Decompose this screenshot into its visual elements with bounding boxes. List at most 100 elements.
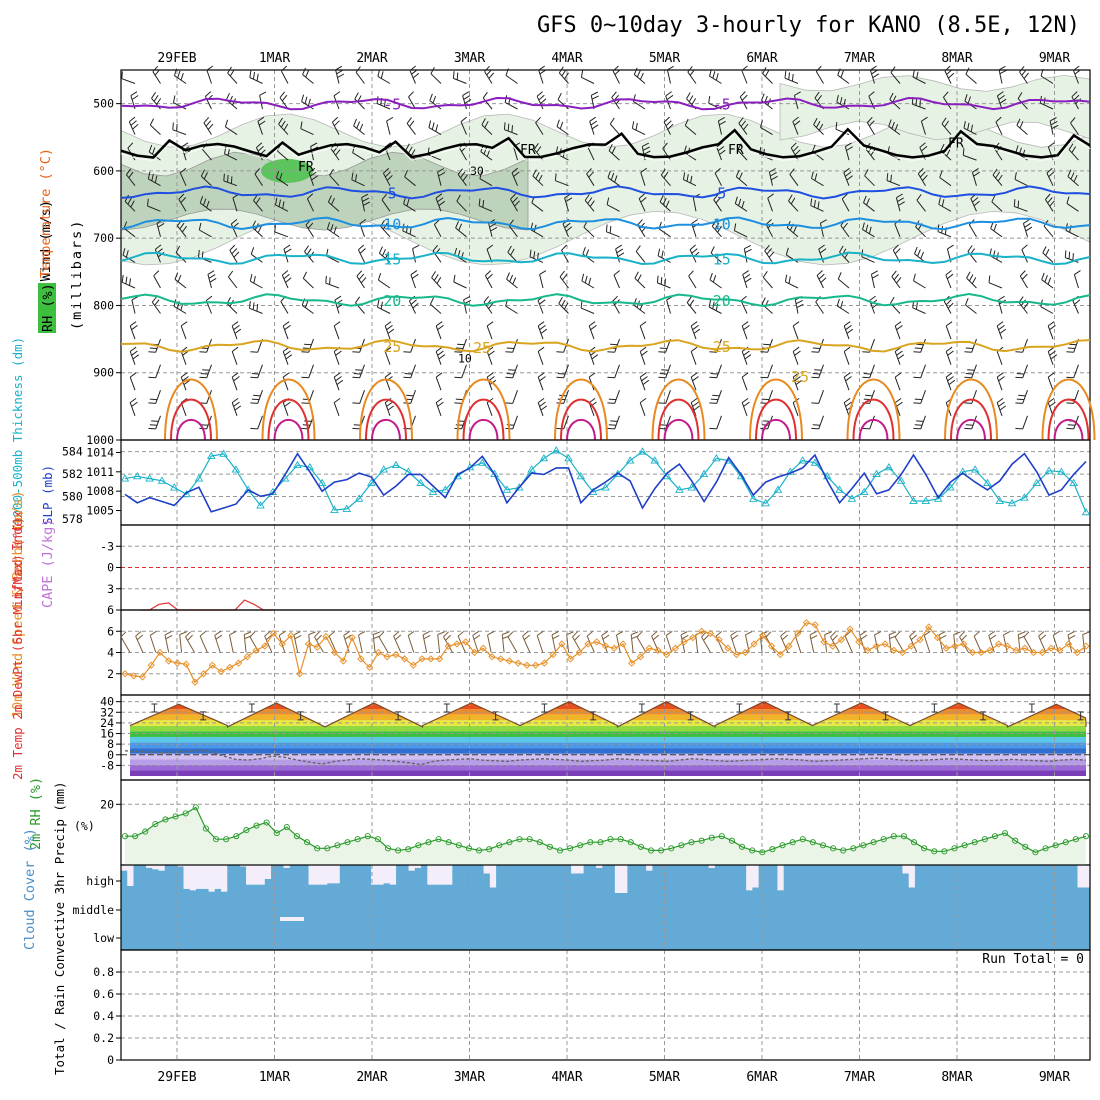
- warm-contour: [554, 378, 608, 441]
- cloud-high-bar: [221, 891, 228, 893]
- upper-wind-barb: [172, 122, 187, 136]
- upper-wind-barb: [970, 193, 980, 212]
- wind10m-barb: [472, 630, 481, 653]
- bottom-date-label: 1MAR: [259, 1070, 290, 1085]
- wind10m-barb: [780, 631, 789, 653]
- cloud-high-gap: [252, 865, 259, 885]
- rh2m-point: [384, 845, 392, 852]
- upper-wind-barb: [482, 91, 493, 110]
- temperature-contour: [120, 251, 1091, 266]
- upper-wind-barb: [479, 171, 493, 187]
- upper-wind-barb: [792, 346, 801, 365]
- rh-legend-box: [38, 283, 56, 333]
- cloud-high-gap: [208, 865, 216, 892]
- rh2m-point: [799, 836, 806, 843]
- warm-contour: [950, 398, 992, 441]
- temperature-tick-label: -8: [100, 758, 114, 772]
- warm-contour: [749, 378, 803, 441]
- upper-wind-barb: [811, 364, 824, 379]
- wind-tick-label: 2: [107, 667, 114, 681]
- rh2m-point: [162, 816, 169, 823]
- rh2m-point: [263, 819, 270, 826]
- thickness-point: [699, 469, 709, 478]
- wind10m-barb: [372, 631, 381, 653]
- upper-wind-barb: [335, 65, 345, 84]
- upper-wind-barb: [940, 143, 952, 161]
- cloud-cover-bars: [121, 865, 1091, 950]
- upper-wind-barb: [1014, 172, 1028, 187]
- upper-wind-barb: [486, 372, 497, 391]
- thickness-point: [995, 496, 1005, 504]
- upper-wind-barb: [302, 67, 314, 84]
- cloud-high-bar: [489, 887, 497, 893]
- upper-wind-barb: [377, 69, 391, 84]
- thickness-point: [958, 467, 968, 475]
- upper-wind-barb: [329, 168, 340, 187]
- upper-wind-barb: [895, 193, 905, 212]
- upper-wind-barb: [178, 193, 187, 212]
- li-tick-label: -3: [100, 539, 114, 553]
- rh2m-point: [971, 839, 978, 846]
- cloud-ylabel: Cloud Cover (%): [22, 828, 38, 950]
- cloud-high-bar: [146, 867, 153, 893]
- upper-wind-barb: [153, 270, 161, 289]
- cloud-high-bar: [464, 865, 472, 893]
- upper-wind-barb: [355, 66, 365, 84]
- cloud-high-bar: [971, 865, 978, 893]
- upper-wind-barb: [656, 275, 671, 289]
- upper-wind-barb: [406, 117, 416, 135]
- rh2m-point: [172, 813, 179, 820]
- li-tick-label: 3: [107, 582, 114, 596]
- upper-wind-barb: [1019, 270, 1028, 289]
- wind10m-point: [732, 650, 741, 659]
- upper-wind-barb: [129, 346, 140, 365]
- cloud-high-bar: [664, 865, 672, 893]
- wind10m-point: [488, 653, 496, 661]
- wind-tick-label: 4: [107, 646, 114, 660]
- upper-wind-barb: [710, 246, 722, 263]
- upper-wind-barb: [174, 272, 187, 289]
- upper-wind-barb: [301, 94, 314, 110]
- wind10m-point: [593, 638, 601, 646]
- upper-wind-barb: [435, 372, 443, 391]
- wind-grid: [120, 609, 1091, 696]
- cloud-high-bar: [658, 865, 666, 893]
- upper-wind-barb: [742, 270, 752, 289]
- upper-wind-barb: [639, 397, 647, 416]
- upper-wind-barb: [454, 364, 467, 379]
- upper-wind-barb: [996, 91, 1007, 110]
- upper-wind-barb: [991, 194, 1003, 212]
- rh2m-point: [668, 845, 675, 852]
- rh2m-point: [182, 810, 189, 817]
- rh2m-point: [789, 839, 796, 846]
- cloud-high-bar: [196, 888, 203, 893]
- cloud-high-gap: [121, 865, 128, 871]
- cloud-high-gap: [321, 865, 328, 885]
- upper-wind-barb: [588, 321, 597, 340]
- temp-minmax-bar: [1028, 703, 1035, 713]
- cloud-high-gap: [246, 865, 253, 885]
- rh2m-point: [445, 839, 452, 846]
- cloud-high-bar: [214, 888, 222, 893]
- rh2m-point: [627, 839, 634, 846]
- cloud-high-bar: [827, 865, 834, 893]
- rh2m-point: [577, 842, 584, 849]
- upper-wind-barb: [660, 168, 671, 187]
- upper-wind-barb: [223, 173, 238, 187]
- upper-wind-barb: [1016, 118, 1028, 135]
- rh2m-point: [121, 833, 129, 840]
- upper-wind-barb: [561, 244, 569, 263]
- wind10m-barb: [487, 631, 495, 653]
- rh2m-point: [647, 847, 655, 854]
- upper-wind-barb: [435, 346, 446, 365]
- upper-wind-barb: [580, 70, 595, 84]
- temp-minmax-bar: [151, 703, 158, 713]
- upper-wind-barb: [790, 142, 801, 161]
- wind10m-point: [925, 623, 933, 631]
- cloud-high-bar: [889, 865, 897, 893]
- temp-minmax-bar: [590, 711, 597, 721]
- wind10m-point: [654, 646, 662, 655]
- upper-wind-barb: [639, 372, 650, 391]
- cloud-high-bar: [552, 865, 559, 893]
- wind10m-point: [689, 633, 697, 642]
